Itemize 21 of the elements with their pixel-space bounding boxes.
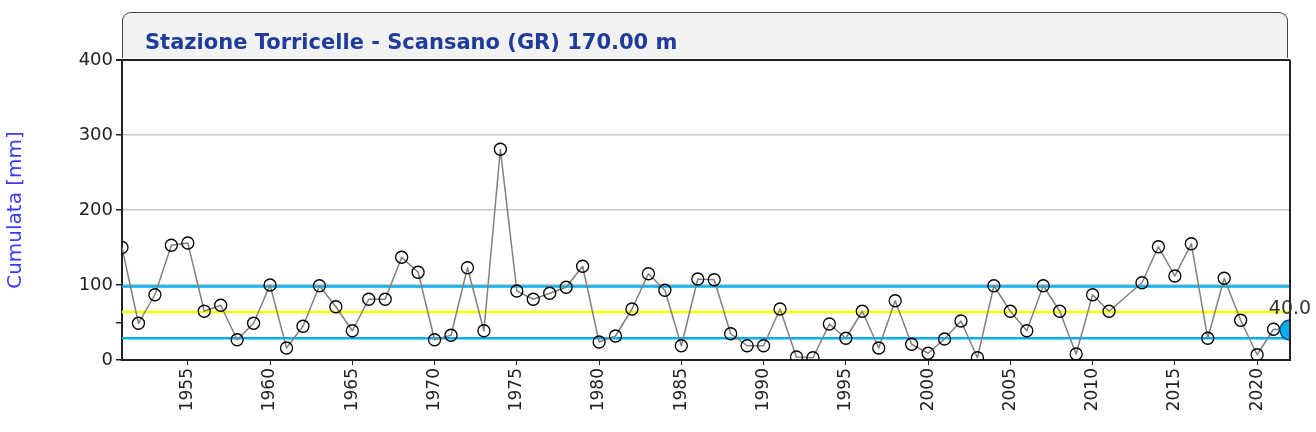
x-tick-label: 1985 [669, 368, 690, 412]
y-axis-title: Cumulata [mm] [2, 131, 27, 289]
x-tick-label: 2005 [998, 368, 1019, 412]
x-tick-label: 1960 [258, 368, 279, 412]
x-tick-label: 1995 [834, 368, 855, 412]
x-tick-label: 2020 [1245, 368, 1266, 412]
y-tick-label: 400 [78, 47, 113, 69]
x-tick-label: 2015 [1163, 368, 1184, 412]
y-tick-label: 200 [78, 197, 113, 219]
y-tick-label: 100 [78, 272, 113, 294]
x-tick-label: 2000 [916, 368, 937, 412]
x-tick-label: 2010 [1081, 368, 1102, 412]
x-tick-label: 1990 [752, 368, 772, 412]
y-tick-label: 0 [101, 347, 113, 369]
x-tick-label: 1980 [587, 368, 608, 412]
chart-title: Stazione Torricelle - Scansano (GR) 170.00 m [122, 12, 1288, 58]
x-tick-label: 1955 [176, 368, 197, 412]
x-tick-label: 1970 [422, 368, 443, 412]
x-tick-label: 1965 [340, 368, 361, 412]
x-tick-label: 1975 [505, 368, 526, 412]
y-tick-label: 300 [78, 122, 113, 144]
